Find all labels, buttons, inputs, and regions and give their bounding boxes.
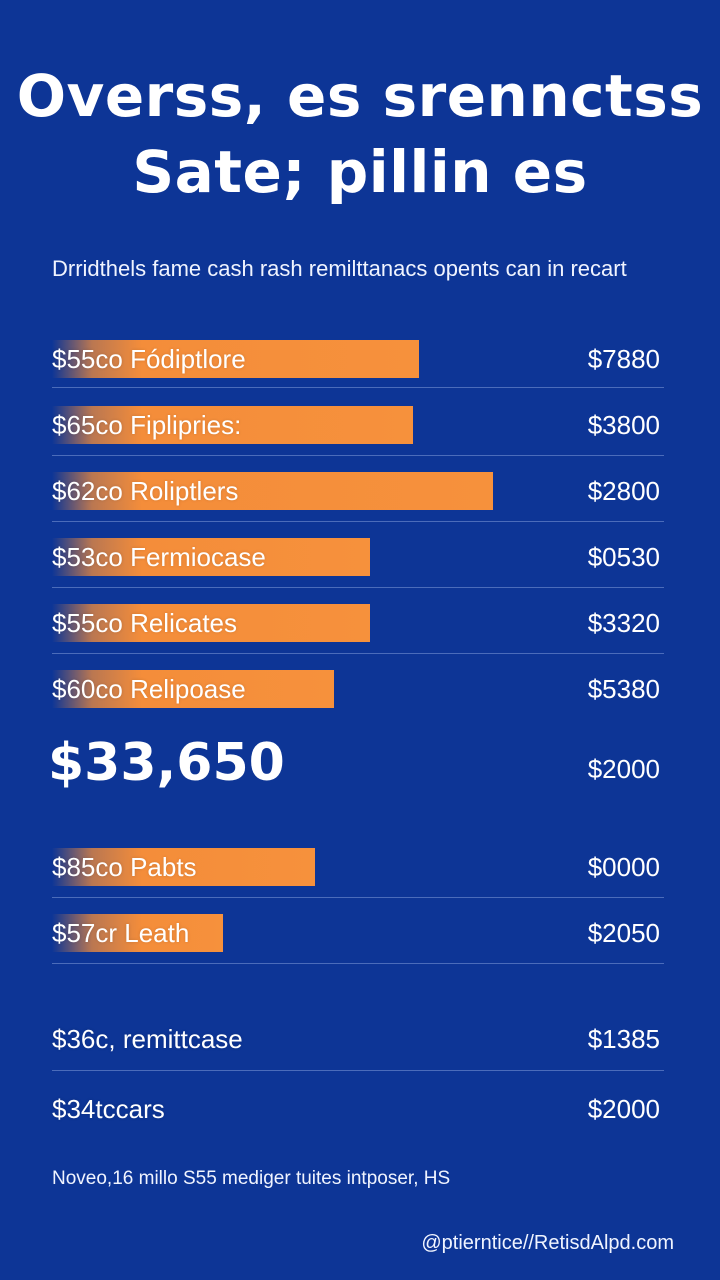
bar <box>52 670 334 708</box>
bar-value: $1385 <box>587 1024 660 1054</box>
row-divider <box>52 455 664 456</box>
bar-value: $2050 <box>587 918 660 948</box>
total-value: $2000 <box>587 754 660 784</box>
bar-value: $5380 <box>587 674 660 704</box>
row-divider <box>52 587 664 588</box>
row-divider <box>52 387 664 388</box>
bar-row: $55co Relicates $3320 <box>0 604 720 644</box>
row-divider <box>52 897 664 898</box>
title-line-2: Sate; pillin es <box>132 138 588 206</box>
chart-subtitle: Drridthels fame cash rash remilttanacs o… <box>52 256 627 281</box>
bar-value: $0530 <box>587 542 660 572</box>
bar <box>52 406 413 444</box>
bar-label: $55co Relicates <box>52 608 237 638</box>
bar-label: $65co Fiplipries: <box>52 410 242 440</box>
bar-label: $34tccars <box>52 1094 165 1124</box>
bar-value: $2800 <box>587 476 660 506</box>
bar-row: $36c, remittcase $1385 <box>0 1020 720 1060</box>
bar-label: $36c, remittcase <box>52 1024 243 1054</box>
row-divider <box>52 653 664 654</box>
bar-label: $60co Relipoase <box>52 674 246 704</box>
bar <box>52 914 223 952</box>
bar-label: $53co Fermiocase <box>52 542 266 572</box>
chart-title: Overss, es srennctss Sate; pillin es <box>0 58 720 210</box>
bar-row: $57cr Leath $2050 <box>0 914 720 954</box>
bar-label: $57cr Leath <box>52 918 190 948</box>
bar-value: $3800 <box>587 410 660 440</box>
bar-label: $55co Fódiptlore <box>52 344 246 374</box>
bar <box>52 472 493 510</box>
bar <box>52 340 419 378</box>
bar <box>52 604 370 642</box>
bar-row: $65co Fiplipries: $3800 <box>0 406 720 446</box>
bar-row: $34tccars $2000 <box>0 1090 720 1130</box>
footnote: Noveo,16 millo S55 mediger tuites intpos… <box>52 1168 451 1189</box>
row-divider <box>52 1070 664 1071</box>
row-divider <box>52 521 664 522</box>
bar-row: $85co Pabts $0000 <box>0 848 720 888</box>
source-credit[interactable]: @ptierntice//RetisdAlpd.com <box>421 1232 674 1254</box>
bar <box>52 538 370 576</box>
bar-row: $62co Roliptlers $2800 <box>0 472 720 512</box>
row-divider <box>52 963 664 964</box>
bar-value: $2000 <box>587 1094 660 1124</box>
bar-label: $62co Roliptlers <box>52 476 239 506</box>
title-line-1: Overss, es srennctss <box>16 62 704 130</box>
total-label: $33,650 <box>48 733 285 793</box>
bar-row: $55co Fódiptlore $7880 <box>0 340 720 380</box>
bar-label: $85co Pabts <box>52 852 197 882</box>
bar-value: $0000 <box>587 852 660 882</box>
bar <box>52 848 315 886</box>
bar-row: $60co Relipoase $5380 <box>0 670 720 710</box>
bar-row: $53co Fermiocase $0530 <box>0 538 720 578</box>
bar-value: $7880 <box>587 344 660 374</box>
bar-value: $3320 <box>587 608 660 638</box>
